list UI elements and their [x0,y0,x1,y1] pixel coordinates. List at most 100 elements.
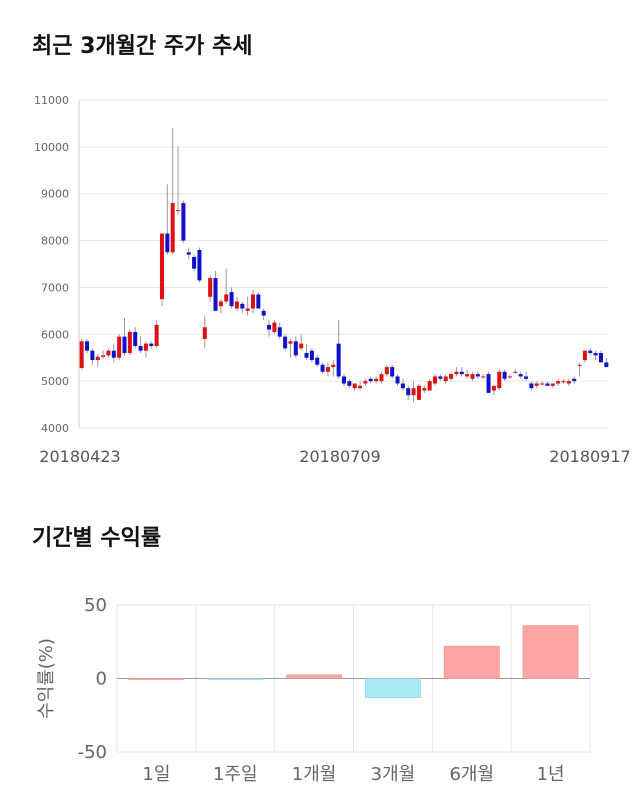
candle-body [267,324,272,330]
candle-body [443,376,448,382]
candle-body [331,364,336,368]
candle-body [224,294,229,302]
candle-body [325,367,330,372]
candle-body [272,322,277,332]
candle-body [470,374,475,379]
candle-body [165,233,170,253]
y-tick-label: 10000 [34,141,69,154]
candle-body [159,233,164,300]
candle-body [374,378,379,382]
y-tick-label: 8000 [41,235,69,248]
candlestick-chart: 4000 5000 6000 7000 8000 9000 10000 11000 201804… [34,94,631,466]
candle-body [234,301,239,309]
candle-body [208,278,213,297]
candle-body [433,376,438,384]
candle-body [475,374,480,377]
candle-body [154,324,159,346]
candle-body [127,331,132,354]
candle-body [256,294,261,309]
return-bar [286,674,342,679]
candle-body [534,383,539,386]
candle-body [261,310,266,316]
candle-body [352,383,357,389]
candle-body [202,327,207,339]
return-bar [207,678,264,680]
y-tick-label: 11000 [34,94,69,107]
candle-body [588,350,593,354]
returns-title: 기간별 수익률 [32,526,162,551]
candle-body [138,346,143,351]
candle-body [250,294,255,309]
candle-body [502,371,507,379]
candle-body [85,341,90,351]
candle-body [427,381,432,391]
x-tick-label: 1년 [537,764,565,785]
y-axis-label: 수익률(%) [36,638,57,719]
candle-body [368,378,373,382]
candle-body [384,367,389,375]
candle-body [465,374,470,377]
x-tick-label: 20180917 [549,447,630,466]
candle-body [481,376,486,378]
candle-body [550,383,555,386]
candle-body [593,353,598,356]
return-bar [443,645,500,679]
candle-body [240,303,245,309]
y-tick-label: 0 [96,669,107,690]
candle-body [229,292,234,307]
candle-body [454,371,459,375]
candle-body [176,210,181,212]
candle-body [293,341,298,356]
candle-body [604,362,609,368]
y-tick-label: -50 [78,742,107,763]
candle-body [79,341,84,369]
candle-body [149,343,154,346]
return-bar [128,678,185,680]
x-tick-label: 6개월 [449,764,494,785]
candle-body [577,364,582,366]
candle-body [309,350,314,361]
candle-body [283,336,288,349]
y-tick-label: 4000 [41,422,69,435]
candle-body [336,343,341,377]
candle-body [529,383,534,389]
x-tick-label: 1주일 [213,764,258,785]
candle-body [459,371,464,375]
candle-body [422,388,427,391]
candle-body [304,353,309,358]
candle-body [363,381,368,384]
candle-body [320,364,325,372]
candle-body [561,381,566,383]
candle-body [299,343,304,349]
candle-body [390,367,395,377]
candle-body [395,376,400,384]
candle-body [111,350,116,358]
candle-body [513,371,518,373]
candle-body [524,376,529,379]
y-tick-label: 50 [84,595,107,616]
candle-body [133,331,138,346]
candle-body [582,350,587,361]
candle-body [347,381,352,386]
candle-body [106,350,111,356]
candle-body [245,308,250,311]
candle-body [143,343,148,351]
candle-body [497,371,502,389]
candle-body [186,252,191,255]
return-bar [365,678,421,698]
candle-body [518,374,523,377]
candle-body [507,376,512,378]
x-tick-label: 1개월 [292,764,337,785]
candle-body [556,381,561,384]
candle-body [101,355,106,357]
candle-body [416,385,421,400]
price-trend-title: 최근 3개월간 주가 추세 [32,34,253,59]
candle-body [117,336,122,358]
candle-body [197,249,202,281]
candle-body [438,376,443,379]
x-tick-label: 20180709 [299,447,380,466]
candle-body [545,383,550,386]
candle-body [598,353,603,363]
candle-body [277,327,282,337]
